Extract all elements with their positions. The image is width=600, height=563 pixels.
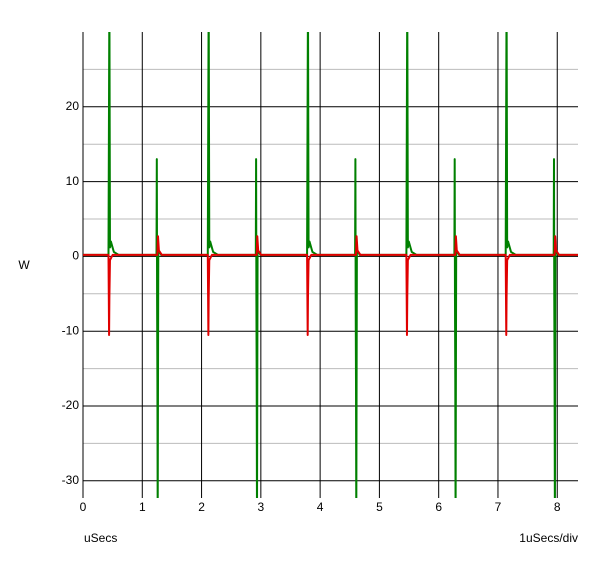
x-tick-label: 4 (317, 500, 324, 514)
x-axis-label: uSecs (84, 531, 117, 545)
x-tick-label: 8 (554, 500, 561, 514)
scale-annotation: 1uSecs/div (519, 531, 578, 545)
y-tick-label: 10 (66, 174, 80, 188)
y-tick-label: 20 (66, 99, 80, 113)
series-line (83, 32, 578, 498)
y-axis-label: W (18, 258, 30, 272)
plot-area (83, 32, 578, 498)
y-tick-label: -20 (62, 398, 80, 412)
x-tick-label: 1 (139, 500, 146, 514)
x-tick-label: 7 (495, 500, 502, 514)
x-tick-label: 6 (435, 500, 442, 514)
x-tick-label: 3 (258, 500, 265, 514)
y-tick-label: -30 (62, 473, 80, 487)
x-tick-label: 2 (198, 500, 205, 514)
x-tick-label: 5 (376, 500, 383, 514)
x-tick-label: 0 (80, 500, 87, 514)
y-tick-label: -10 (62, 323, 80, 337)
series-line (83, 235, 578, 336)
y-tick-label: 0 (72, 249, 79, 263)
grid (82, 32, 578, 498)
